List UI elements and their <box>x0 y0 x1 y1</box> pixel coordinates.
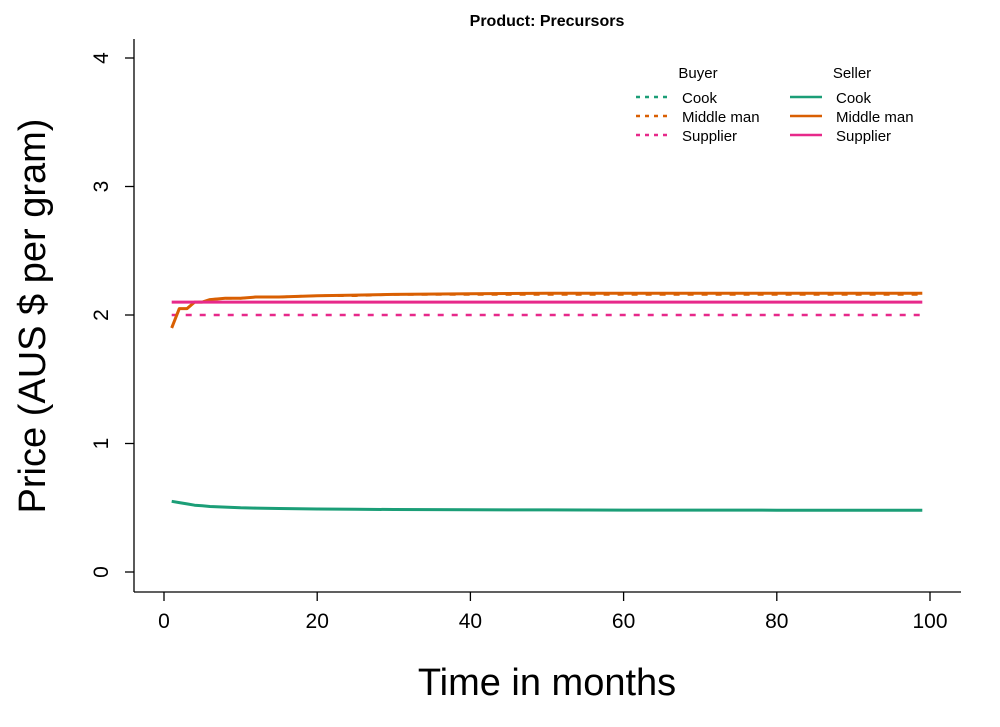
y-tick-label: 4 <box>90 52 113 64</box>
series-line-seller-middle-man <box>170 291 923 329</box>
series-line-seller-cook <box>171 499 923 512</box>
legend-label-buyer-middle-man: Middle man <box>682 109 760 126</box>
x-axis-label: Time in months <box>418 662 676 704</box>
x-tick-label: 100 <box>912 610 947 633</box>
chart-title: Product: Precursors <box>470 13 625 30</box>
x-tick-label: 20 <box>306 610 329 633</box>
legend: Buyer Cook Middle man Supplier Seller Cook Mid… <box>636 65 914 145</box>
legend-label-buyer-cook: Cook <box>682 90 718 107</box>
legend-title-seller: Seller <box>833 65 871 82</box>
series-layer <box>170 291 923 512</box>
x-tick-label: 60 <box>612 610 635 633</box>
series-line-buyer-middle-man <box>170 293 923 329</box>
legend-label-seller-supplier: Supplier <box>836 128 891 145</box>
y-axis-label: Price (AUS $ per gram) <box>12 119 54 514</box>
y-tick-label: 0 <box>90 566 113 578</box>
axes: 0 20 40 60 80 100 0 1 2 3 4 <box>90 39 961 633</box>
y-tick-label: 1 <box>90 438 113 450</box>
x-tick-label: 80 <box>765 610 788 633</box>
legend-label-seller-cook: Cook <box>836 90 872 107</box>
y-tick-label: 2 <box>90 309 113 321</box>
y-tick-label: 3 <box>90 181 113 193</box>
legend-label-buyer-supplier: Supplier <box>682 128 737 145</box>
legend-label-seller-middle-man: Middle man <box>836 109 914 126</box>
legend-title-buyer: Buyer <box>678 65 717 82</box>
x-tick-label: 40 <box>459 610 482 633</box>
x-tick-label: 0 <box>158 610 170 633</box>
